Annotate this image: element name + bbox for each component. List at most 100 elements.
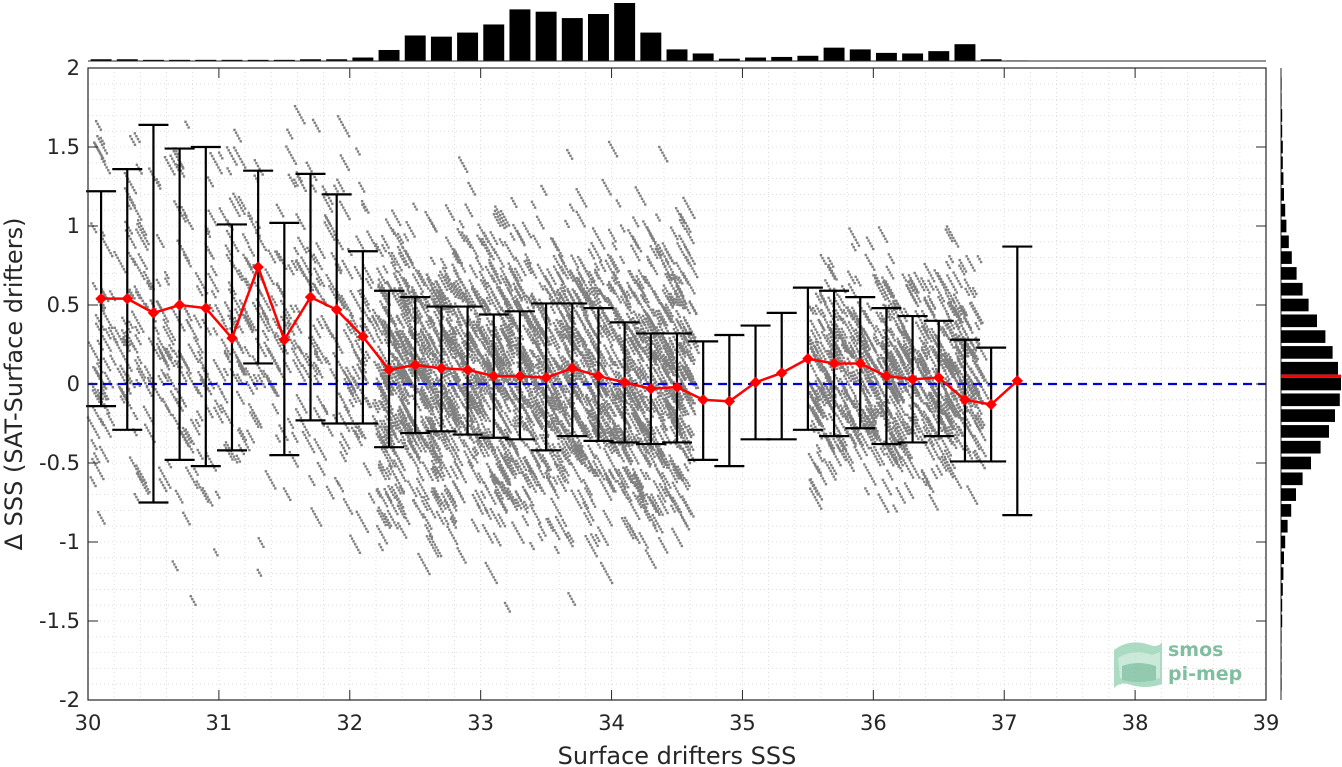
scatter-point (675, 298, 678, 301)
scatter-point (542, 475, 546, 479)
scatter-point (520, 299, 523, 302)
scatter-point (496, 345, 499, 348)
scatter-point (653, 499, 656, 502)
scatter-point (657, 366, 661, 369)
scatter-point (445, 492, 448, 495)
scatter-point (533, 333, 536, 336)
scatter-point (511, 521, 514, 524)
top-histogram-bar (692, 53, 714, 61)
scatter-point (573, 495, 577, 498)
scatter-point (670, 340, 673, 343)
scatter-point (425, 284, 428, 287)
scatter-point (594, 403, 597, 407)
scatter-point (433, 402, 436, 406)
scatter-point (518, 471, 521, 474)
scatter-point (644, 454, 648, 457)
scatter-point (417, 270, 420, 273)
scatter-point (594, 463, 597, 466)
scatter-point (590, 412, 594, 415)
scatter-point (564, 334, 568, 337)
scatter-point (646, 420, 649, 424)
scatter-point (391, 317, 394, 320)
scatter-point (617, 313, 621, 316)
scatter-point (622, 485, 625, 488)
scatter-point (539, 404, 542, 407)
scatter-point (381, 244, 384, 247)
scatter-point (687, 354, 691, 357)
top-histogram-bar (404, 35, 426, 61)
scatter-point (664, 273, 667, 276)
scatter-point (662, 479, 665, 483)
scatter-point (409, 333, 412, 337)
scatter-point (549, 336, 552, 339)
scatter-point (382, 408, 386, 411)
scatter-point (529, 417, 532, 421)
scatter-point (573, 452, 576, 455)
scatter-point (520, 538, 524, 541)
scatter-point (432, 462, 435, 466)
top-histogram-bar (587, 14, 609, 61)
scatter-point (452, 448, 455, 452)
scatter-point (382, 381, 386, 385)
scatter-point (652, 378, 655, 382)
scatter-point (640, 429, 643, 432)
scatter-point (418, 429, 421, 433)
scatter-point (562, 282, 565, 285)
scatter-point (578, 352, 582, 356)
scatter-point (617, 202, 620, 205)
scatter-point (386, 282, 389, 285)
scatter-point (591, 536, 595, 539)
scatter-point (436, 316, 439, 319)
scatter-point (672, 390, 675, 393)
scatter-point (578, 193, 582, 197)
scatter-point (685, 409, 688, 413)
scatter-point (425, 306, 428, 310)
scatter-point (673, 411, 676, 415)
scatter-point (650, 287, 653, 290)
scatter-point (437, 449, 440, 452)
scatter-point (674, 207, 678, 210)
scatter-point (526, 412, 529, 415)
scatter-point (515, 205, 518, 208)
scatter-point (641, 430, 645, 433)
scatter-point (621, 227, 624, 230)
scatter-point (661, 513, 664, 516)
scatter-point (627, 326, 630, 330)
scatter-point (654, 526, 657, 530)
scatter-point (514, 463, 518, 466)
scatter-point (676, 264, 680, 268)
scatter-point (632, 360, 635, 363)
scatter-point (478, 361, 482, 364)
scatter-point (593, 428, 597, 431)
scatter-point (647, 336, 651, 340)
scatter-point (580, 480, 583, 483)
scatter-point (453, 427, 457, 431)
scatter-point (522, 457, 525, 460)
scatter-point (411, 261, 414, 265)
scatter-point (627, 438, 631, 441)
scatter-point (537, 361, 541, 364)
scatter-point (489, 390, 492, 393)
scatter-point (630, 389, 633, 392)
scatter-point (594, 303, 598, 306)
scatter-point (630, 346, 633, 350)
scatter-point (384, 515, 388, 519)
scatter-point (628, 394, 632, 397)
scatter-points (86, 104, 990, 613)
scatter-point (658, 507, 661, 511)
scatter-point (563, 333, 566, 336)
scatter-point (514, 285, 517, 288)
scatter-point (679, 378, 682, 381)
scatter-point (479, 327, 482, 331)
scatter-point (409, 359, 412, 363)
scatter-point (384, 240, 387, 244)
scatter-point (678, 301, 682, 304)
scatter-point (456, 349, 460, 352)
scatter-point (606, 387, 609, 390)
scatter-point (472, 414, 476, 417)
scatter-point (394, 257, 397, 261)
scatter-point (559, 301, 563, 304)
scatter-point (479, 440, 482, 443)
scatter-point (398, 248, 401, 252)
scatter-point (441, 291, 445, 295)
